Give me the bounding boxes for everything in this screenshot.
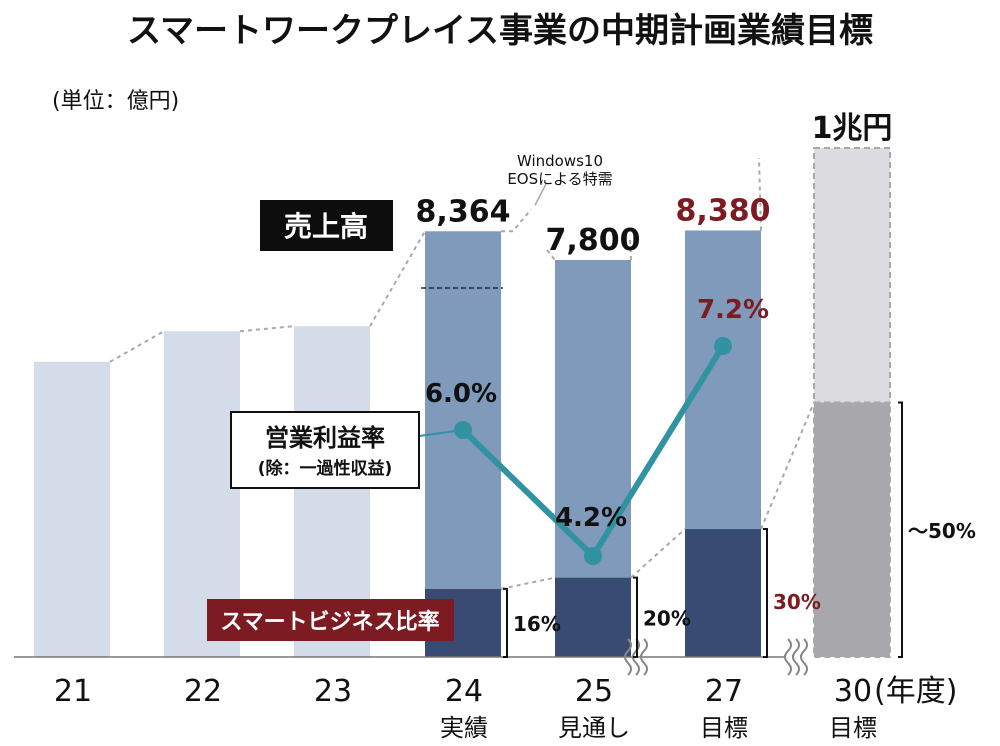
smart-ratio-bracket (763, 528, 768, 658)
revenue-legend-box (260, 200, 393, 251)
chart-title: スマートワークプレイス事業の中期計画業績目標 (127, 11, 873, 51)
x-tick-sublabel: 目標 (829, 714, 877, 742)
revenue-connector (109, 330, 165, 363)
margin-point (454, 421, 472, 439)
margin-label: 6.0% (425, 379, 497, 409)
axis-suffix: (年度) (874, 674, 957, 709)
revenue-connector (629, 238, 632, 261)
revenue-connector (239, 325, 295, 333)
baseline-layer (14, 401, 903, 676)
smart-ratio-connector (500, 576, 556, 590)
revenue-connector (369, 230, 426, 327)
axis-break-mark (624, 638, 632, 676)
bar-revenue (425, 231, 501, 589)
smart-ratio-bracket (633, 576, 638, 658)
margin-point (584, 547, 602, 565)
axis-break-mark (800, 638, 808, 676)
smart-ratio-bracket (898, 401, 903, 658)
annotation-leader (501, 208, 532, 233)
x-tick-label: 27 (705, 674, 743, 709)
x-tick-sublabel: 実績 (440, 714, 488, 742)
smart-ratio-label: 30% (773, 590, 821, 614)
margin-label: 4.2% (555, 503, 627, 533)
bar-revenue (555, 259, 631, 578)
smart-ratio-label: 20% (643, 606, 691, 630)
margin-legend-box (230, 411, 420, 489)
smart-ratio-connector (760, 402, 815, 530)
bar-smart-target (813, 401, 891, 658)
x-tick-label: 24 (445, 674, 483, 709)
revenue-label: 7,800 (546, 223, 641, 258)
bar-smart-ratio (555, 577, 631, 657)
revenue-connector (546, 249, 556, 261)
smart-ratio-label: ～50% (908, 519, 976, 543)
axis-break-mark (792, 638, 800, 676)
x-tick-sublabel: 見通し (558, 714, 630, 742)
revenue-label: 8,364 (416, 194, 511, 229)
smart-ratio-legend-box (207, 599, 454, 641)
bars-layer (34, 147, 891, 658)
margin-legend-sublabel: (除：一過性収益) (258, 458, 393, 479)
x-tick-label: 30 (834, 674, 872, 709)
annotation-line2: EOSによる特需 (507, 170, 612, 188)
revenue-label: 8,380 (676, 193, 771, 228)
margin-point (714, 337, 732, 355)
x-tick-label: 23 (314, 674, 352, 709)
margin-line-layer (418, 337, 732, 565)
axis-break-mark (640, 638, 648, 676)
unit-label: (単位：億円) (52, 89, 179, 114)
labels-layer: 16% 20% 30% ～50% 6.0% 4.2% 7.2% 8,364 7,800 8,380… (54, 111, 976, 742)
smart-ratio-label: 16% (513, 612, 561, 636)
smart-ratio-bracket (503, 587, 508, 658)
x-tick-label: 25 (575, 674, 613, 709)
revenue-label: 1兆円 (812, 111, 893, 146)
connector-layer (109, 157, 815, 590)
bar-revenue (34, 361, 110, 657)
bar-revenue (685, 230, 761, 530)
annotation-line1: Windows10 (517, 152, 603, 170)
revenue-legend-label: 売上高 (284, 210, 368, 243)
smart-ratio-connector (630, 528, 686, 579)
margin-label: 7.2% (697, 295, 769, 325)
x-tick-label: 21 (54, 674, 92, 709)
x-tick-label: 22 (184, 674, 222, 709)
bar-smart-ratio (685, 529, 761, 657)
axis-break-mark (784, 638, 792, 676)
x-tick-sublabel: 目標 (700, 714, 748, 742)
margin-legend-label: 営業利益率 (265, 424, 385, 452)
bar-revenue-target (813, 147, 891, 404)
annotation-leader-tail (534, 183, 547, 206)
smart-ratio-legend-label: スマートビジネス比率 (220, 609, 439, 635)
